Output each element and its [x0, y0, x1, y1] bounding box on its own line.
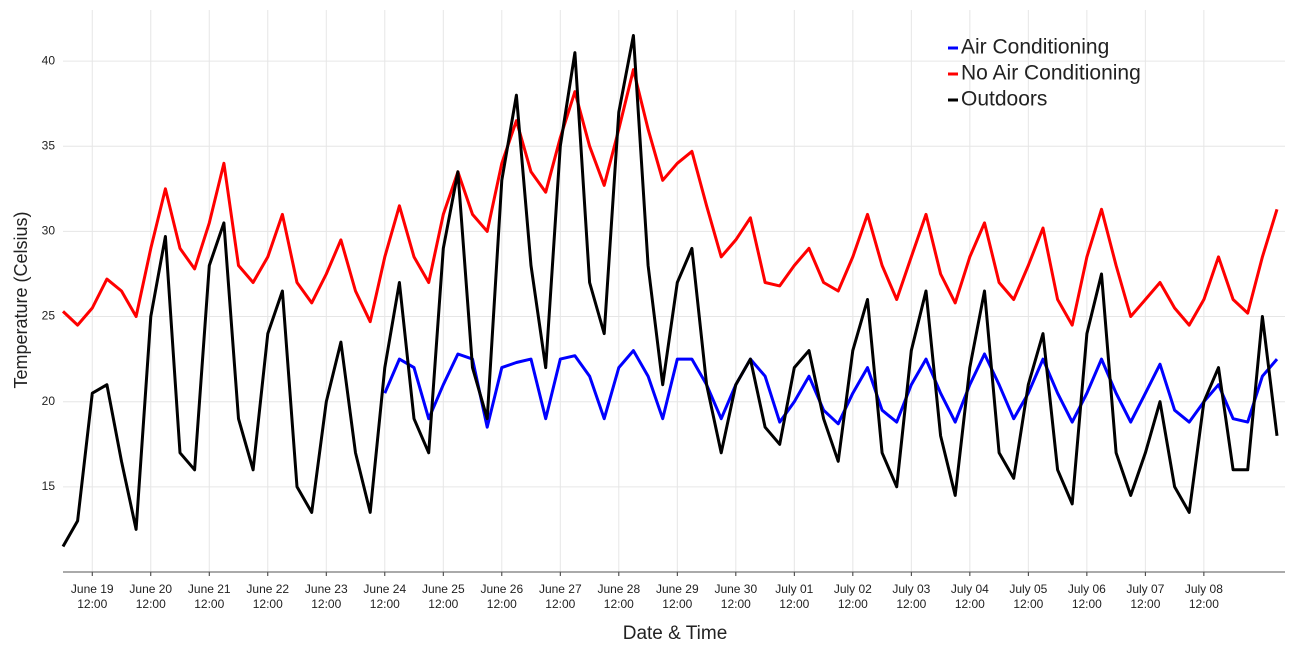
x-tick-label-line: June 27: [539, 582, 582, 596]
x-tick-label-line: June 26: [480, 582, 523, 596]
x-tick-label-line: June 25: [422, 582, 465, 596]
x-tick-label: July 02 12:00: [834, 582, 872, 611]
x-tick-label-line: 12:00: [194, 597, 224, 611]
x-tick-label-line: June 30: [714, 582, 757, 596]
x-tick-label: June 23 12:00: [305, 582, 348, 611]
y-tick-label: 20: [42, 394, 56, 408]
x-tick-label-line: June 23: [305, 582, 348, 596]
x-tick-label-line: 12:00: [545, 597, 575, 611]
x-tick-label: July 06 12:00: [1068, 582, 1106, 611]
legend-label: Air Conditioning: [961, 36, 1109, 59]
x-tick-label: July 03 12:00: [892, 582, 930, 611]
x-tick-label-line: 12:00: [1072, 597, 1102, 611]
x-tick-label-line: July 03: [892, 582, 930, 596]
x-tick-label-line: 12:00: [311, 597, 341, 611]
x-tick-label-line: 12:00: [1013, 597, 1043, 611]
y-tick-label: 35: [42, 138, 56, 152]
x-tick-label-line: June 24: [363, 582, 406, 596]
x-tick-label: July 08 12:00: [1185, 582, 1223, 611]
x-axis-label: Date & Time: [623, 623, 728, 644]
x-tick-label: July 04 12:00: [951, 582, 989, 611]
x-tick-label-line: July 07: [1126, 582, 1164, 596]
x-tick-label-line: 12:00: [428, 597, 458, 611]
x-tick-label: June 22 12:00: [246, 582, 289, 611]
x-tick-label: July 01 12:00: [775, 582, 813, 611]
x-tick-label: June 25 12:00: [422, 582, 465, 611]
x-tick-label-line: July 06: [1068, 582, 1106, 596]
x-tick-label: June 26 12:00: [480, 582, 523, 611]
x-tick-label-line: 12:00: [604, 597, 634, 611]
y-tick-label: 30: [42, 224, 56, 238]
y-tick-label: 40: [42, 53, 56, 67]
x-tick-label-line: June 20: [129, 582, 172, 596]
x-tick-label-line: June 19: [71, 582, 114, 596]
x-tick-label-line: July 08: [1185, 582, 1223, 596]
x-tick-label-line: 12:00: [896, 597, 926, 611]
x-tick-label: June 30 12:00: [714, 582, 757, 611]
x-tick-label-line: June 28: [597, 582, 640, 596]
x-tick-label: July 05 12:00: [1009, 582, 1047, 611]
x-tick-label-line: June 29: [656, 582, 699, 596]
x-tick-label-line: 12:00: [370, 597, 400, 611]
x-tick-label-line: June 21: [188, 582, 231, 596]
x-tick-label-line: June 22: [246, 582, 289, 596]
series-line: [61, 34, 1279, 548]
x-tick-label: June 24 12:00: [363, 582, 406, 611]
x-tick-label: June 20 12:00: [129, 582, 172, 611]
x-tick-label: June 27 12:00: [539, 582, 582, 611]
x-tick-label-line: 12:00: [838, 597, 868, 611]
x-tick-label-line: July 01: [775, 582, 813, 596]
y-tick-label: 25: [42, 309, 56, 323]
x-tick-label-line: 12:00: [1130, 597, 1160, 611]
x-tick-label-line: July 02: [834, 582, 872, 596]
series-line: [383, 349, 1279, 429]
x-tick-label-line: 12:00: [662, 597, 692, 611]
y-tick-label: 15: [42, 479, 56, 493]
legend-label: No Air Conditioning: [961, 62, 1141, 85]
x-tick-label: July 07 12:00: [1126, 582, 1164, 611]
x-tick-label-line: 12:00: [136, 597, 166, 611]
x-tick-label: June 28 12:00: [597, 582, 640, 611]
x-tick-label-line: July 05: [1009, 582, 1047, 596]
x-tick-label-line: 12:00: [1189, 597, 1219, 611]
grid: [63, 10, 1285, 572]
x-tick-label-line: 12:00: [955, 597, 985, 611]
x-tick-label: June 21 12:00: [188, 582, 231, 611]
x-tick-label-line: 12:00: [487, 597, 517, 611]
x-tick-label-line: July 04: [951, 582, 989, 596]
legend-label: Outdoors: [961, 88, 1047, 111]
x-tick-label-line: 12:00: [721, 597, 751, 611]
y-axis-label: Temperature (Celsius): [11, 211, 31, 388]
x-tick-label-line: 12:00: [779, 597, 809, 611]
x-tick-label-line: 12:00: [77, 597, 107, 611]
x-tick-label-line: 12:00: [253, 597, 283, 611]
series-line: [61, 68, 1279, 327]
x-tick-label: June 19 12:00: [71, 582, 114, 611]
x-tick-label: June 29 12:00: [656, 582, 699, 611]
